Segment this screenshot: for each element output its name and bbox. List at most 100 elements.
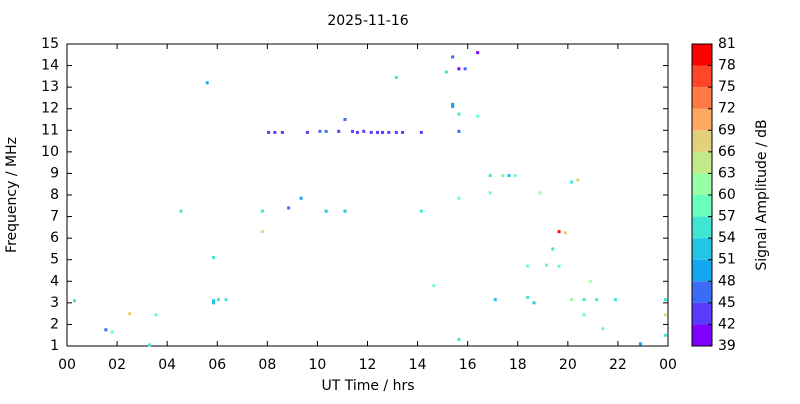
colorbar-band bbox=[692, 108, 712, 131]
point bbox=[217, 298, 221, 302]
point bbox=[376, 130, 380, 134]
point bbox=[451, 55, 455, 59]
point bbox=[343, 118, 347, 121]
point bbox=[337, 129, 341, 133]
point bbox=[154, 313, 158, 317]
colorbar-tick-label: 45 bbox=[718, 295, 736, 311]
point bbox=[613, 298, 617, 302]
colorbar-band bbox=[692, 195, 712, 217]
point bbox=[343, 209, 347, 213]
point bbox=[563, 231, 567, 235]
plot-frame bbox=[66, 43, 669, 347]
y-tick-label: 10 bbox=[41, 144, 59, 160]
point bbox=[513, 174, 517, 178]
colorbar-band bbox=[692, 238, 712, 260]
point bbox=[488, 174, 492, 178]
point bbox=[538, 191, 542, 195]
y-tick-label: 11 bbox=[41, 122, 59, 138]
y-tick-label: 12 bbox=[41, 101, 59, 117]
point bbox=[551, 247, 555, 251]
point bbox=[419, 209, 423, 213]
y-tick-label: 6 bbox=[50, 230, 59, 246]
colorbar-label: Signal Amplitude / dB bbox=[754, 119, 770, 270]
point bbox=[451, 105, 455, 109]
x-tick-label: 08 bbox=[258, 357, 276, 373]
point bbox=[211, 256, 215, 260]
colorbar-tick-label: 54 bbox=[718, 230, 736, 246]
colorbar-tick-label: 78 bbox=[718, 58, 736, 74]
colorbar-tick-label: 66 bbox=[718, 144, 736, 160]
colorbar-band bbox=[692, 302, 712, 325]
colorbar-tick-label: 75 bbox=[718, 79, 736, 95]
point bbox=[457, 112, 461, 116]
colorbar-band bbox=[692, 259, 712, 282]
colorbar-band bbox=[692, 173, 712, 195]
point bbox=[595, 298, 599, 302]
point bbox=[381, 130, 385, 134]
point bbox=[545, 263, 549, 267]
point bbox=[532, 301, 536, 305]
point bbox=[457, 129, 461, 133]
chart-title: 2025-11-16 bbox=[327, 13, 408, 29]
colorbar-band bbox=[692, 216, 712, 239]
point bbox=[526, 264, 530, 268]
colorbar-tick-label: 72 bbox=[718, 101, 736, 117]
point bbox=[211, 299, 215, 303]
y-tick-label: 14 bbox=[41, 58, 59, 74]
colorbar-tick-label: 39 bbox=[718, 338, 736, 354]
point bbox=[205, 81, 209, 85]
point bbox=[663, 333, 667, 337]
point bbox=[104, 328, 108, 332]
point bbox=[557, 264, 561, 268]
point bbox=[601, 327, 605, 331]
point bbox=[663, 313, 667, 317]
y-tick-label: 7 bbox=[50, 209, 59, 225]
colorbar-tick-label: 81 bbox=[718, 36, 736, 52]
y-tick-label: 5 bbox=[50, 252, 59, 268]
x-axis-label: UT Time / hrs bbox=[321, 378, 414, 394]
y-tick-label: 15 bbox=[41, 36, 59, 52]
y-tick-label: 8 bbox=[50, 187, 59, 203]
y-tick-label: 1 bbox=[50, 338, 59, 354]
point bbox=[432, 284, 436, 288]
point bbox=[419, 130, 423, 134]
point bbox=[463, 67, 467, 71]
colorbar-tick-label: 63 bbox=[718, 165, 736, 181]
point bbox=[476, 51, 480, 55]
point bbox=[493, 298, 497, 302]
point bbox=[324, 129, 328, 133]
point bbox=[280, 130, 284, 134]
point bbox=[501, 174, 505, 178]
colorbar-band bbox=[692, 281, 712, 303]
colorbar-tick-label: 57 bbox=[718, 209, 736, 225]
y-axis-label: Frequency / MHz bbox=[4, 137, 20, 253]
x-tick-label: 20 bbox=[559, 357, 577, 373]
point bbox=[387, 130, 391, 134]
x-tick-label: 02 bbox=[108, 357, 126, 373]
colorbar-band bbox=[692, 151, 712, 174]
point bbox=[444, 70, 448, 74]
point bbox=[128, 312, 132, 316]
y-tick-label: 13 bbox=[41, 79, 59, 95]
point bbox=[273, 130, 277, 134]
point bbox=[663, 298, 667, 302]
colorbar-band bbox=[692, 44, 712, 66]
colorbar-tick-label: 51 bbox=[718, 252, 736, 268]
point bbox=[476, 114, 480, 118]
point bbox=[394, 130, 398, 134]
point bbox=[355, 130, 359, 134]
point bbox=[287, 206, 291, 210]
colorbar-band bbox=[692, 130, 712, 152]
point bbox=[211, 301, 215, 305]
colorbar-band bbox=[692, 65, 712, 88]
x-tick-label: 12 bbox=[359, 357, 377, 373]
y-tick-label: 4 bbox=[50, 273, 59, 289]
colorbar-tick-label: 60 bbox=[718, 187, 736, 203]
point bbox=[576, 178, 580, 182]
x-tick-label: 18 bbox=[509, 357, 527, 373]
point bbox=[318, 129, 322, 133]
colorbar-tick-label: 48 bbox=[718, 273, 736, 289]
x-tick-label: 00 bbox=[659, 357, 677, 373]
point bbox=[457, 67, 461, 71]
